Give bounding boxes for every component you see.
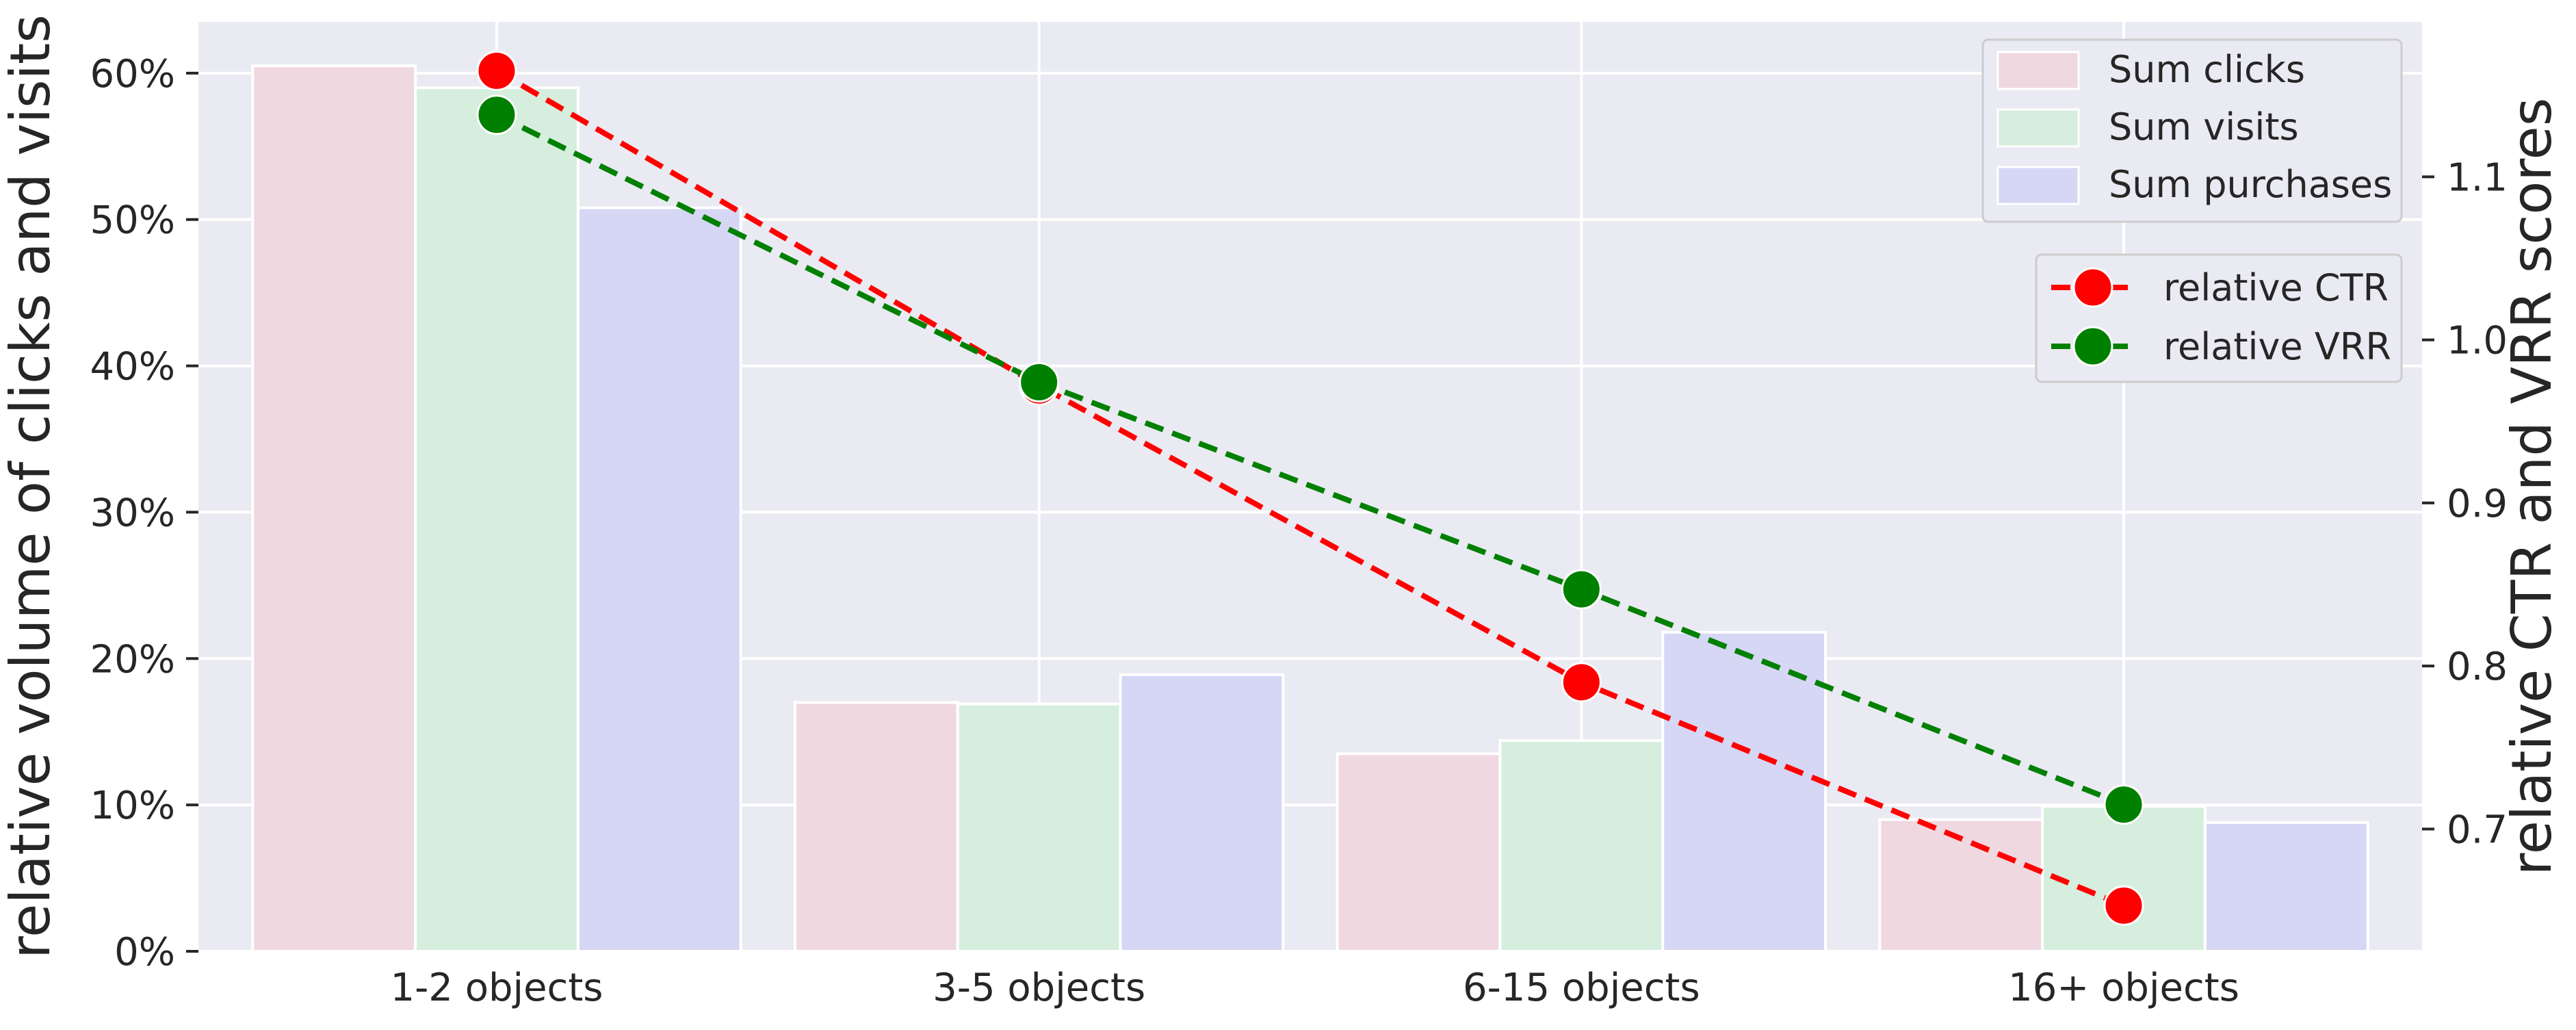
bar-sum-purchases-3 [2203,821,2369,953]
legend-marker-0 [2072,267,2113,308]
legend-swatch-1 [1996,108,2080,148]
point-relative-ctr-2 [1561,662,1602,703]
point-relative-vrr-1 [1019,362,1060,403]
point-relative-vrr-2 [1561,569,1602,610]
y-tick-label-5: 50% [90,198,175,243]
y-tick-label-2: 20% [90,637,175,682]
y-tick-label-1: 10% [90,784,175,828]
bar-sum-visits-0 [414,86,580,953]
y-tick-label-6: 60% [90,52,175,96]
bar-sum-purchases-0 [576,206,742,953]
legend-label-0: Sum clicks [2109,48,2305,91]
x-tick-label-1: 3-5 objects [933,966,1145,1010]
legend-lines: relative CTR relative VRR [2035,253,2403,383]
y-tick-label-3: 30% [90,491,175,535]
bar-sum-visits-2 [1498,739,1665,953]
y2-tick-label-4: 1.1 [2447,155,2508,200]
legend-swatch-0 [1996,51,2080,90]
y2-tick-label-0: 0.7 [2447,808,2508,852]
bars [251,64,2369,953]
point-relative-ctr-0 [476,50,517,91]
x-tick-label-2: 6-15 objects [1463,966,1700,1010]
line-relative-ctr [495,68,2125,908]
y2-tick-label-2: 0.9 [2447,482,2508,526]
x-axis: 1-2 objects 3-5 objects 6-15 objects 16+ ob… [390,966,2239,1010]
line-relative-vrr [495,112,2125,808]
legend-label-1: Sum visits [2109,105,2299,149]
point-relative-ctr-3 [2103,885,2144,926]
y-tick-label-4: 40% [90,345,175,389]
bar-sum-clicks-1 [793,701,959,953]
y2-tick-label-1: 0.8 [2447,645,2508,689]
y2-tick-label-3: 1.0 [2447,319,2508,363]
x-tick-label-0: 1-2 objects [390,966,603,1010]
legend-bars: Sum clicks Sum visits Sum purchases [1981,38,2403,223]
bar-sum-purchases-2 [1661,630,1827,953]
bar-sum-purchases-1 [1119,673,1285,953]
point-relative-vrr-3 [2103,784,2144,825]
y-axis-title: relative volume of clicks and visits [0,14,62,959]
point-relative-vrr-0 [476,94,517,136]
legend-label-2: Sum purchases [2109,163,2392,206]
bar-sum-visits-1 [956,702,1122,953]
legend-swatch-2 [1996,166,2080,205]
legend-marker-1 [2072,326,2113,367]
bar-sum-clicks-2 [1336,752,1502,953]
bar-sum-visits-3 [2041,805,2207,953]
y-axis-right: 0.7 0.8 0.9 1.0 1.1 [2422,155,2508,852]
legend-line-label-0: relative CTR [2163,266,2389,309]
lines [476,50,2144,926]
bar-sum-clicks-0 [251,64,417,953]
y-tick-label-0: 0% [114,930,175,975]
legend-bars-frame [1981,38,2403,223]
y2-axis-title: relative CTR and VRR scores [2500,98,2564,876]
x-tick-label-3: 16+ objects [2008,966,2239,1010]
y-axis-left: 0% 10% 20% 30% 40% 50% 60% [90,52,198,975]
legend-line-label-1: relative VRR [2163,325,2391,368]
